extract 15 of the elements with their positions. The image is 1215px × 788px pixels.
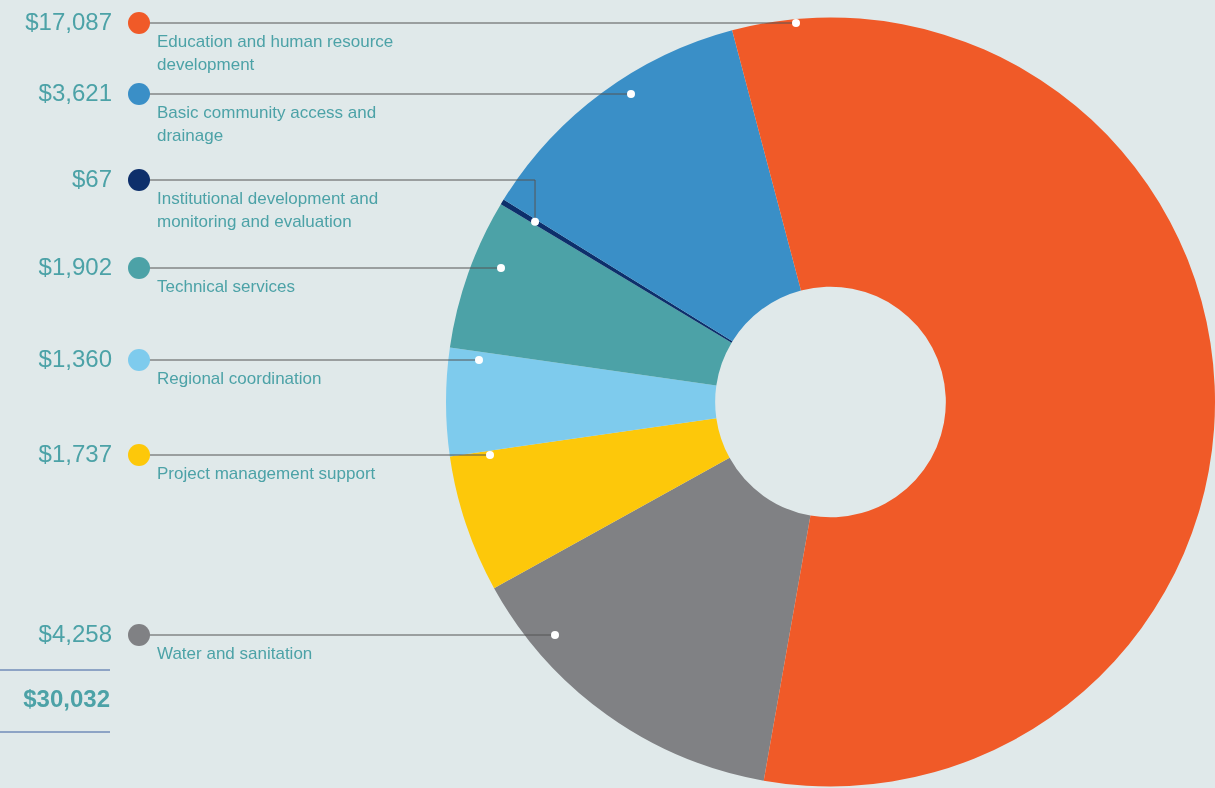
- slice-label: Technical services: [157, 277, 295, 296]
- slice-label: Basic community access and drainage: [157, 103, 377, 145]
- slice-label: Institutional development and monitoring and evaluation: [157, 189, 379, 231]
- data-label: $67: [71, 164, 112, 192]
- slice-label: Project management support: [157, 464, 376, 483]
- slice-label: Education and human resource development: [157, 32, 394, 74]
- data-label: $4,258: [38, 619, 112, 647]
- data-label: $17,087: [25, 7, 112, 35]
- data-label: $1,360: [38, 344, 112, 372]
- text: $30,032: [23, 684, 110, 712]
- data-label: $1,902: [38, 252, 112, 280]
- data-label: $3,621: [38, 78, 112, 106]
- slice-label: Regional coordination: [157, 369, 322, 388]
- slice-label: Water and sanitation: [157, 644, 313, 663]
- data-label: $1,737: [38, 439, 112, 467]
